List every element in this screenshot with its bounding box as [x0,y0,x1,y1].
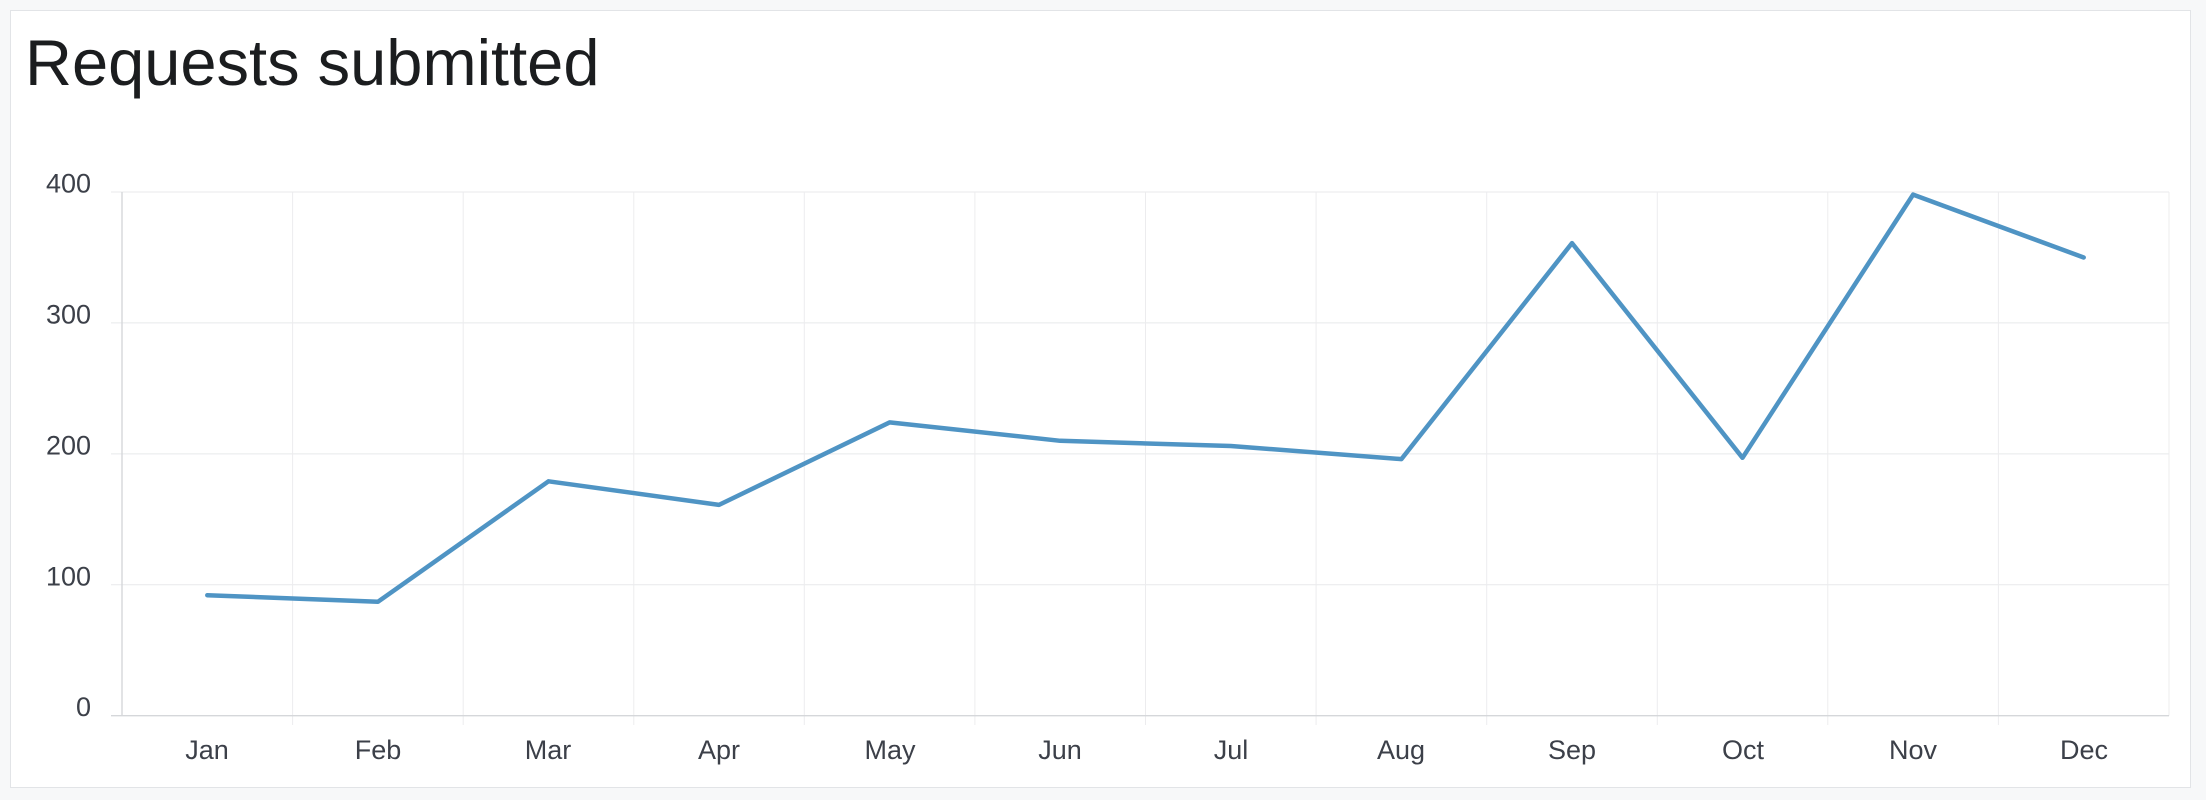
svg-text:400: 400 [46,169,91,199]
svg-text:Apr: Apr [698,735,740,765]
svg-text:Nov: Nov [1889,735,1938,765]
svg-text:Jun: Jun [1038,735,1082,765]
svg-text:Dec: Dec [2060,735,2108,765]
svg-text:200: 200 [46,430,91,460]
svg-text:May: May [864,735,916,765]
svg-text:Sep: Sep [1548,735,1596,765]
svg-text:Oct: Oct [1722,735,1765,765]
svg-text:300: 300 [46,299,91,329]
svg-text:100: 100 [46,561,91,591]
svg-text:Mar: Mar [525,735,572,765]
svg-text:Jan: Jan [185,735,229,765]
svg-text:Feb: Feb [355,735,402,765]
svg-text:Aug: Aug [1377,735,1425,765]
svg-text:0: 0 [76,692,91,722]
svg-text:Jul: Jul [1214,735,1249,765]
